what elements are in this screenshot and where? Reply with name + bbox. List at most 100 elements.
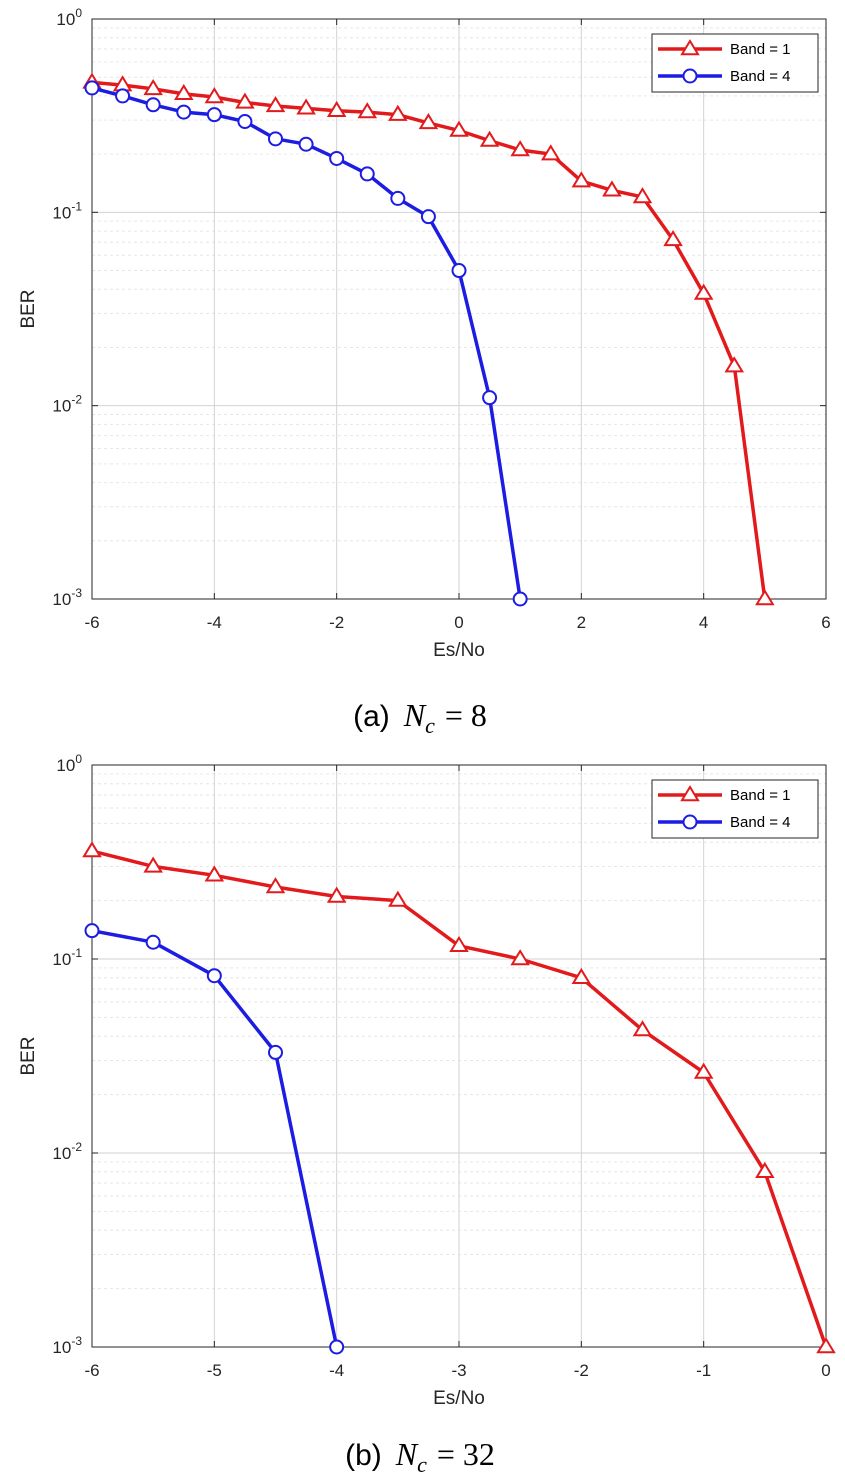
- x-tick-label: -2: [329, 613, 344, 632]
- y-tick-label: 10-1: [52, 199, 82, 222]
- data-point-circle: [390, 190, 406, 206]
- y-tick-base: 10: [52, 397, 71, 416]
- y-tick-label: 100: [56, 752, 82, 775]
- data-point-triangle: [540, 144, 561, 161]
- data-point-triangle: [235, 92, 255, 109]
- y-tick-exponent: -2: [71, 1140, 82, 1154]
- x-tick-label: -3: [451, 1361, 466, 1380]
- caption-subscript: c: [425, 713, 435, 738]
- y-tick-base: 10: [56, 756, 75, 775]
- y-tick-label: 100: [56, 6, 82, 29]
- data-point-circle: [298, 136, 314, 152]
- legend-label: Band = 4: [730, 68, 790, 85]
- data-point-triangle: [632, 187, 653, 204]
- data-point-circle: [420, 209, 436, 225]
- data-point-triangle: [755, 1161, 775, 1179]
- data-point-triangle: [82, 841, 102, 858]
- y-axis-label: BER: [18, 1036, 39, 1075]
- y-tick-base: 10: [52, 950, 71, 969]
- legend-label: Band = 1: [730, 787, 790, 804]
- x-tick-label: 4: [699, 613, 708, 632]
- x-tick-label: -5: [207, 1361, 222, 1380]
- y-tick-base: 10: [52, 1144, 71, 1163]
- x-tick-label: -6: [84, 1361, 99, 1380]
- data-point-triangle: [693, 283, 714, 300]
- data-point-triangle: [571, 171, 592, 188]
- grid: [92, 19, 826, 599]
- data-point-triangle: [693, 1062, 714, 1079]
- legend-marker-circle: [682, 68, 698, 84]
- caption: (a) Nc = 8: [353, 697, 487, 738]
- data-point-circle: [176, 104, 192, 120]
- caption-tag: (a): [353, 700, 390, 733]
- y-tick-base: 10: [52, 1338, 71, 1357]
- caption-tag: (b): [345, 1439, 382, 1472]
- legend-marker-circle: [682, 814, 698, 830]
- data-point-circle: [512, 591, 528, 607]
- x-tick-label: -2: [574, 1361, 589, 1380]
- y-tick-exponent: 0: [75, 752, 82, 766]
- data-point-triangle: [326, 886, 347, 903]
- data-point-triangle: [510, 140, 530, 157]
- data-point-triangle: [388, 104, 408, 121]
- data-point-triangle: [479, 130, 500, 147]
- x-tick-label: -6: [84, 613, 99, 632]
- series-band-4: [84, 80, 528, 607]
- x-axis-label: Es/No: [433, 1388, 485, 1409]
- y-tick-exponent: -2: [71, 393, 82, 407]
- x-tick-label: 0: [821, 1361, 830, 1380]
- series-band-4: [84, 923, 345, 1355]
- data-point-circle: [359, 166, 375, 182]
- data-point-circle: [451, 263, 467, 279]
- data-point-triangle: [602, 180, 622, 197]
- data-point-circle: [482, 390, 498, 406]
- data-point-triangle: [571, 967, 592, 985]
- caption-symbol: N: [395, 1436, 419, 1472]
- data-point-triangle: [143, 78, 163, 96]
- data-point-triangle: [204, 87, 225, 104]
- x-tick-label: 0: [454, 613, 463, 632]
- caption-value: = 32: [437, 1436, 495, 1472]
- data-point-circle: [206, 968, 222, 984]
- caption-subscript: c: [417, 1452, 427, 1477]
- data-point-circle: [145, 97, 161, 113]
- data-point-circle: [237, 114, 253, 130]
- y-tick-base: 10: [52, 590, 71, 609]
- data-point-circle: [329, 150, 345, 166]
- data-point-triangle: [265, 877, 286, 894]
- y-tick-label: 10-2: [52, 393, 82, 416]
- data-point-triangle: [143, 856, 163, 873]
- data-point-circle: [145, 934, 161, 950]
- y-tick-label: 10-2: [52, 1140, 82, 1163]
- legend-box: [651, 779, 819, 839]
- data-point-triangle: [449, 120, 469, 137]
- caption-value: = 8: [445, 697, 487, 733]
- data-point-triangle: [204, 865, 225, 882]
- y-axis-label: BER: [18, 289, 39, 328]
- caption: (b) Nc = 32: [345, 1436, 495, 1477]
- y-tick-exponent: -1: [71, 199, 82, 213]
- data-point-triangle: [632, 1020, 653, 1037]
- data-point-triangle: [265, 96, 286, 113]
- data-point-circle: [84, 80, 100, 96]
- data-point-circle: [115, 88, 131, 104]
- x-axis-label: Es/No: [433, 640, 485, 661]
- x-tick-label: -4: [207, 613, 222, 632]
- y-tick-label: 10-1: [52, 946, 82, 969]
- data-point-triangle: [663, 229, 683, 247]
- x-tick-label: -4: [329, 1361, 344, 1380]
- legend-marker-triangle: [680, 785, 700, 802]
- data-point-circle: [206, 107, 222, 123]
- data-point-triangle: [418, 113, 439, 130]
- legend-box: [651, 33, 819, 93]
- y-tick-label: 10-3: [52, 1334, 82, 1357]
- y-tick-base: 10: [56, 10, 75, 29]
- x-tick-label: 2: [577, 613, 586, 632]
- caption-symbol: N: [403, 697, 427, 733]
- legend-label: Band = 4: [730, 814, 790, 831]
- data-point-triangle: [449, 935, 469, 952]
- data-point-triangle: [510, 949, 530, 966]
- data-point-triangle: [357, 102, 378, 119]
